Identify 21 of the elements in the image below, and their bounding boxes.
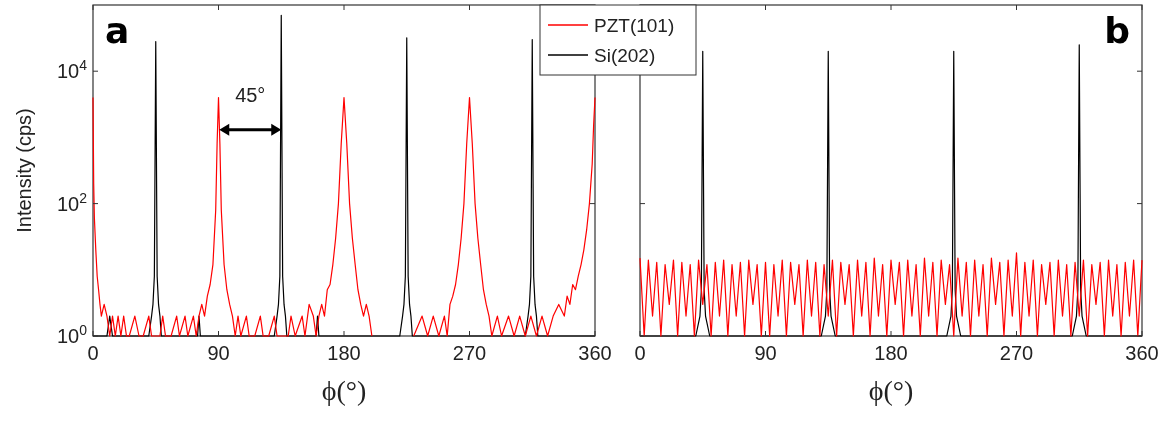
y-tick-label: 10$^{4}$ (56, 57, 88, 83)
x-tick-label: 0 (87, 342, 99, 364)
x-axis-title: ϕ(°) (868, 375, 914, 406)
x-tick-label: 360 (578, 342, 612, 364)
x-tick-label: 90 (754, 342, 777, 364)
x-tick-label: 0 (634, 342, 646, 364)
x-tick-label: 270 (452, 342, 487, 364)
x-tick-label: 90 (207, 342, 230, 364)
x-axis-title: ϕ(°) (321, 375, 367, 406)
annotation: b (1104, 10, 1130, 51)
y-tick-label: 10$^{2}$ (56, 189, 88, 215)
legend-label: Si(202) (594, 45, 656, 66)
x-tick-label: 180 (874, 342, 908, 364)
x-tick-label: 180 (327, 342, 361, 364)
x-tick-label: 360 (1125, 342, 1159, 364)
annotation: 45° (235, 83, 266, 106)
y-axis-title: Intensity (cps) (13, 108, 35, 233)
x-tick-label: 270 (999, 342, 1034, 364)
legend-label: PZT(101) (594, 15, 675, 36)
y-tick-label: 10$^{0}$ (56, 322, 88, 347)
annotation: a (105, 10, 130, 51)
